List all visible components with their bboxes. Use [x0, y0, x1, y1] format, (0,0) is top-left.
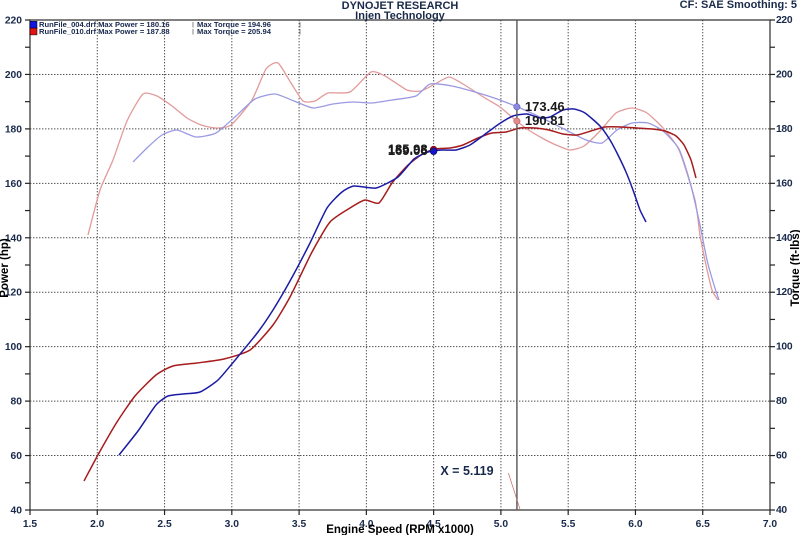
svg-text:100: 100: [776, 342, 793, 353]
svg-text:1.5: 1.5: [23, 519, 38, 530]
svg-text:40: 40: [776, 505, 787, 516]
svg-text:60: 60: [11, 451, 23, 462]
svg-text:Max Torque = 205.94: Max Torque = 205.94: [197, 27, 272, 36]
svg-text:Power (hp): Power (hp): [0, 238, 11, 298]
svg-text:100: 100: [5, 342, 22, 353]
svg-text:6.0: 6.0: [628, 519, 643, 530]
svg-text:40: 40: [11, 506, 23, 517]
svg-text:169.06: 169.06: [388, 143, 428, 158]
svg-text:80: 80: [11, 397, 23, 408]
svg-text:173.46: 173.46: [525, 99, 565, 114]
svg-text:Torque (ft-lbs): Torque (ft-lbs): [790, 229, 800, 306]
svg-text:5.0: 5.0: [494, 519, 509, 530]
svg-text:X = 5.119: X = 5.119: [440, 464, 493, 478]
svg-text:190.81: 190.81: [525, 113, 565, 128]
svg-text:CF: SAE Smoothing: 5: CF: SAE Smoothing: 5: [680, 0, 797, 11]
svg-text:Engine Speed (RPM x1000): Engine Speed (RPM x1000): [326, 524, 474, 535]
svg-text:220: 220: [5, 16, 22, 27]
svg-text:200: 200: [776, 69, 793, 80]
svg-text:Injen Technology: Injen Technology: [355, 10, 446, 22]
svg-text:220: 220: [776, 15, 793, 26]
svg-text:5.5: 5.5: [561, 519, 576, 530]
svg-text:6.5: 6.5: [696, 519, 711, 530]
svg-text:80: 80: [776, 396, 787, 407]
svg-text:RunFile_010.drf Max Power = 18: RunFile_010.drf Max Power = 187.88: [39, 27, 170, 36]
svg-text:200: 200: [5, 70, 22, 81]
svg-text:3.0: 3.0: [225, 519, 240, 530]
svg-text:7.0: 7.0: [763, 519, 778, 530]
svg-text:180: 180: [5, 124, 22, 135]
svg-text:160: 160: [5, 179, 22, 190]
svg-text:3.5: 3.5: [292, 519, 307, 530]
svg-text:160: 160: [776, 178, 793, 189]
svg-text:60: 60: [776, 451, 787, 462]
svg-text:2.5: 2.5: [157, 519, 172, 530]
svg-text:2.0: 2.0: [90, 519, 105, 530]
svg-text:180: 180: [776, 124, 793, 135]
